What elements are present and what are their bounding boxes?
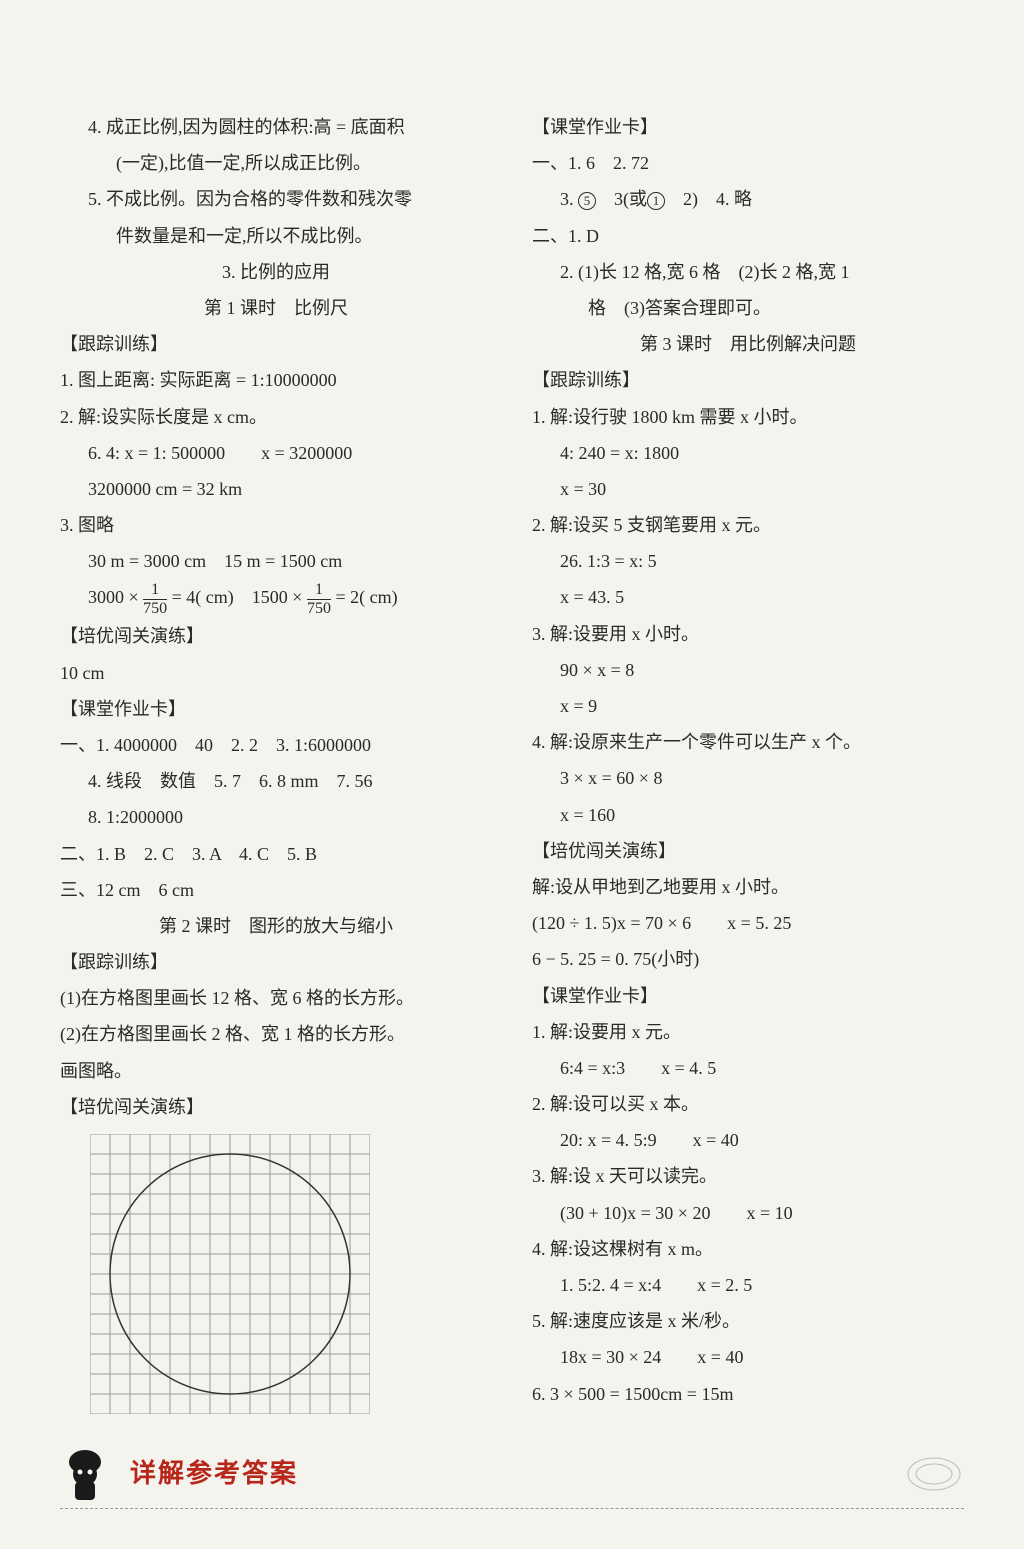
text-line: 3 × x = 60 × 8 <box>532 761 964 795</box>
two-column-layout: 4. 成正比例,因为圆柱的体积:高 = 底面积 (一定),比值一定,所以成正比例… <box>60 110 964 1424</box>
grid-circle-figure <box>90 1134 370 1414</box>
denominator: 750 <box>143 599 167 618</box>
grid-lines <box>90 1134 370 1414</box>
text-line: 件数量是和一定,所以不成比例。 <box>60 219 492 253</box>
text-line: (一定),比值一定,所以成正比例。 <box>60 146 492 180</box>
text-line: 1. 解:设行驶 1800 km 需要 x 小时。 <box>532 400 964 434</box>
right-column: 【课堂作业卡】 一、1. 6 2. 72 3. 5 3(或1 2) 4. 略 二… <box>532 110 964 1424</box>
section-label: 【课堂作业卡】 <box>60 692 492 726</box>
text-line: x = 30 <box>532 472 964 506</box>
section-label: 【培优闯关演练】 <box>532 834 964 868</box>
text-line: (120 ÷ 1. 5)x = 70 × 6 x = 5. 25 <box>532 906 964 940</box>
fraction: 1 750 <box>143 581 167 617</box>
text-line: 解:设从甲地到乙地要用 x 小时。 <box>532 870 964 904</box>
text-line: 30 m = 3000 cm 15 m = 1500 cm <box>60 544 492 578</box>
footer-title: 详解参考答案 <box>130 1449 298 1498</box>
text-line: 一、1. 4000000 40 2. 2 3. 1:6000000 <box>60 728 492 762</box>
section-label: 【跟踪训练】 <box>532 363 964 397</box>
circled-number: 1 <box>647 192 665 210</box>
text-span: 2) 4. 略 <box>665 189 752 209</box>
grid-svg <box>90 1134 370 1414</box>
section-label: 【跟踪训练】 <box>60 945 492 979</box>
math-text: = 4( cm) 1500 × <box>172 587 303 607</box>
numerator: 1 <box>307 581 331 599</box>
text-line: x = 160 <box>532 798 964 832</box>
text-line: 三、12 cm 6 cm <box>60 873 492 907</box>
text-span: 3(或 <box>596 189 647 209</box>
text-line: 格 (3)答案合理即可。 <box>532 291 964 325</box>
text-line: x = 9 <box>532 689 964 723</box>
section-label: 【培优闯关演练】 <box>60 1090 492 1124</box>
text-line: 2. (1)长 12 格,宽 6 格 (2)长 2 格,宽 1 <box>532 255 964 289</box>
text-line: x = 43. 5 <box>532 580 964 614</box>
subsection-heading: 第 1 课时 比例尺 <box>60 291 492 325</box>
fraction: 1 750 <box>307 581 331 617</box>
text-line: 6. 3 × 500 = 1500cm = 15m <box>532 1377 964 1411</box>
footer-divider <box>60 1508 964 1509</box>
text-line: 3. 5 3(或1 2) 4. 略 <box>532 182 964 216</box>
text-line: 2. 解:设实际长度是 x cm。 <box>60 400 492 434</box>
mascot-svg <box>60 1444 110 1504</box>
text-line: 2. 解:设买 5 支钢笔要用 x 元。 <box>532 508 964 542</box>
text-line: 4. 解:设原来生产一个零件可以生产 x 个。 <box>532 725 964 759</box>
footer-mascot-icon <box>60 1444 110 1504</box>
section-label: 【课堂作业卡】 <box>532 110 964 144</box>
numerator: 1 <box>143 581 167 599</box>
text-line: 画图略。 <box>60 1054 492 1088</box>
text-line: (2)在方格图里画长 2 格、宽 1 格的长方形。 <box>60 1017 492 1051</box>
section-label: 【跟踪训练】 <box>60 327 492 361</box>
text-line: 18x = 30 × 24 x = 40 <box>532 1340 964 1374</box>
text-line: 4. 成正比例,因为圆柱的体积:高 = 底面积 <box>60 110 492 144</box>
math-text: = 2( cm) <box>335 587 397 607</box>
text-line: 6:4 = x:3 x = 4. 5 <box>532 1051 964 1085</box>
text-line: 10 cm <box>60 656 492 690</box>
text-line: 一、1. 6 2. 72 <box>532 146 964 180</box>
badge-svg <box>904 1454 964 1494</box>
left-column: 4. 成正比例,因为圆柱的体积:高 = 底面积 (一定),比值一定,所以成正比例… <box>60 110 492 1424</box>
text-line: 3200000 cm = 32 km <box>60 472 492 506</box>
text-line: 90 × x = 8 <box>532 653 964 687</box>
text-line: 4: 240 = x: 1800 <box>532 436 964 470</box>
text-line: 5. 解:速度应该是 x 米/秒。 <box>532 1304 964 1338</box>
circled-number: 5 <box>578 192 596 210</box>
text-line: (30 + 10)x = 30 × 20 x = 10 <box>532 1196 964 1230</box>
text-line: 4. 解:设这棵树有 x m。 <box>532 1232 964 1266</box>
text-line: (1)在方格图里画长 12 格、宽 6 格的长方形。 <box>60 981 492 1015</box>
section-label: 【课堂作业卡】 <box>532 979 964 1013</box>
text-line: 5. 不成比例。因为合格的零件数和残次零 <box>60 182 492 216</box>
text-span: 3. <box>560 189 578 209</box>
text-line: 1. 图上距离: 实际距离 = 1:10000000 <box>60 363 492 397</box>
section-label: 【培优闯关演练】 <box>60 619 492 653</box>
footer-badge-icon <box>904 1454 964 1494</box>
text-line: 6 − 5. 25 = 0. 75(小时) <box>532 942 964 976</box>
text-line: 3. 图略 <box>60 508 492 542</box>
text-line: 20: x = 4. 5:9 x = 40 <box>532 1123 964 1157</box>
page-footer: 详解参考答案 <box>60 1444 964 1504</box>
text-line: 6. 4: x = 1: 500000 x = 3200000 <box>60 436 492 470</box>
text-line: 1. 解:设要用 x 元。 <box>532 1015 964 1049</box>
text-line: 2. 解:设可以买 x 本。 <box>532 1087 964 1121</box>
subsection-heading: 第 2 课时 图形的放大与缩小 <box>60 909 492 943</box>
text-line: 8. 1:2000000 <box>60 800 492 834</box>
text-line: 3. 解:设 x 天可以读完。 <box>532 1159 964 1193</box>
text-line: 3. 解:设要用 x 小时。 <box>532 617 964 651</box>
denominator: 750 <box>307 599 331 618</box>
text-line: 二、1. B 2. C 3. A 4. C 5. B <box>60 837 492 871</box>
text-line: 4. 线段 数值 5. 7 6. 8 mm 7. 56 <box>60 764 492 798</box>
subsection-heading: 第 3 课时 用比例解决问题 <box>532 327 964 361</box>
section-heading: 3. 比例的应用 <box>60 255 492 289</box>
fraction-line: 3000 × 1 750 = 4( cm) 1500 × 1 750 = 2( … <box>60 580 492 617</box>
text-line: 1. 5:2. 4 = x:4 x = 2. 5 <box>532 1268 964 1302</box>
text-line: 26. 1:3 = x: 5 <box>532 544 964 578</box>
math-text: 3000 × <box>88 587 139 607</box>
text-line: 二、1. D <box>532 219 964 253</box>
